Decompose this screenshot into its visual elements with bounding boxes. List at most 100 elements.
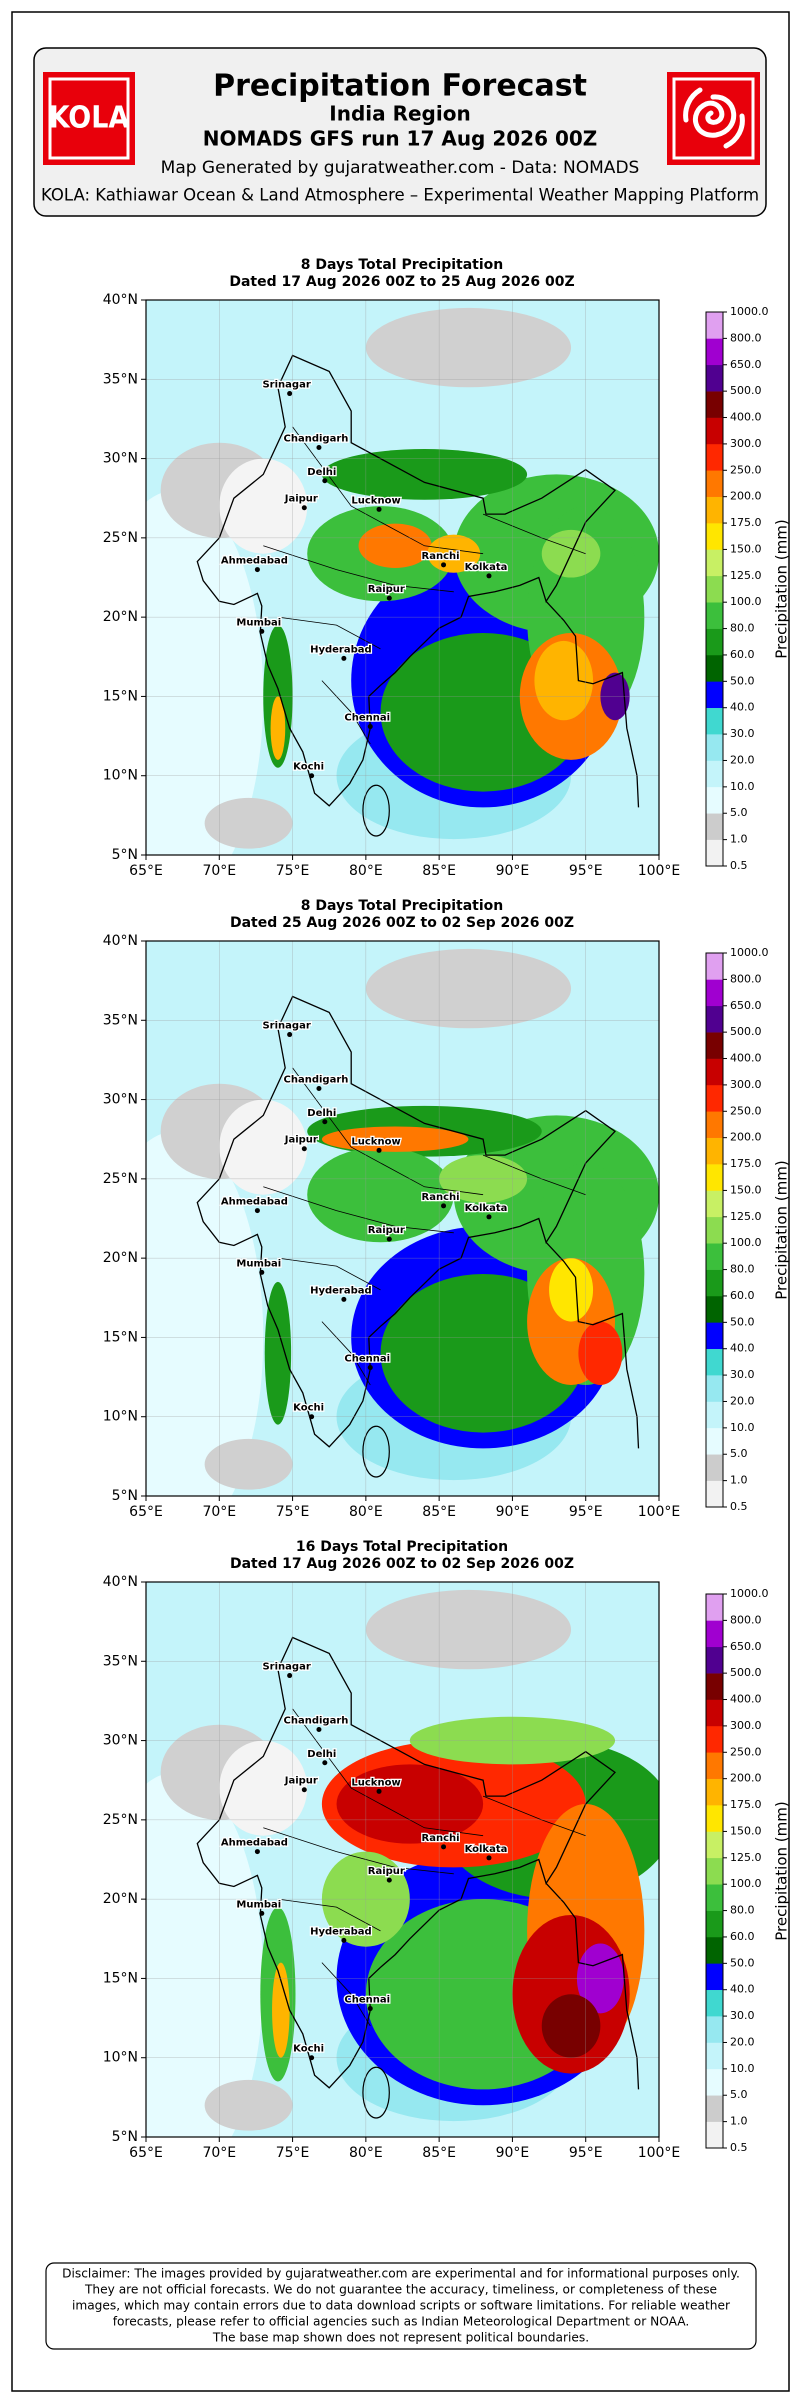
lon-tick-label: 65°E xyxy=(129,2145,163,2161)
precip-field xyxy=(321,1126,469,1152)
lon-tick-label: 85°E xyxy=(422,2145,456,2161)
colorbar-bin xyxy=(706,1375,723,1402)
colorbar-bin xyxy=(706,839,723,867)
city-label: Kochi xyxy=(293,2044,324,2055)
city-marker xyxy=(386,1877,392,1883)
map xyxy=(146,1582,659,2137)
city-label: Lucknow xyxy=(351,1777,400,1788)
city-marker xyxy=(322,1760,328,1766)
colorbar-label: 1.0 xyxy=(730,1474,748,1487)
lon-tick-label: 90°E xyxy=(496,2145,530,2161)
lat-tick-label: 35°N xyxy=(103,1653,138,1669)
city-label: Lucknow xyxy=(351,495,400,506)
state-border xyxy=(292,1708,484,1837)
colorbar-bin xyxy=(706,470,723,497)
city-marker xyxy=(322,478,328,484)
city-label: Srinagar xyxy=(262,380,310,391)
colorbar-label: 60.0 xyxy=(730,1289,755,1302)
colorbar-bin xyxy=(706,760,723,788)
city-label: Kolkata xyxy=(465,1203,508,1214)
city-marker xyxy=(287,1032,293,1038)
city-marker xyxy=(376,1147,382,1153)
city-marker xyxy=(316,1085,322,1091)
colorbar-label: 800.0 xyxy=(730,972,762,985)
map-frame xyxy=(145,1581,660,2138)
city-marker xyxy=(376,506,382,512)
city-marker xyxy=(341,655,347,661)
city-label: Chandigarh xyxy=(284,433,349,444)
colorbar-bin xyxy=(706,654,723,682)
precip-field xyxy=(541,1994,601,2058)
city-label: Ranchi xyxy=(422,551,460,562)
city-label: Jaipur xyxy=(284,1135,318,1146)
logo-right-frame xyxy=(672,77,755,160)
lon-tick-label: 80°E xyxy=(349,863,383,879)
colorbar-label: 800.0 xyxy=(730,1613,762,1626)
colorbar-label: 80.0 xyxy=(730,1904,755,1917)
disclaimer-box xyxy=(45,2262,757,2350)
city-label: Chandigarh xyxy=(284,1074,349,1085)
city-marker xyxy=(341,1296,347,1302)
lon-tick-label: 80°E xyxy=(349,2145,383,2161)
colorbar-label: 40.0 xyxy=(730,1983,755,1996)
state-border xyxy=(292,1067,484,1196)
lon-tick-label: 65°E xyxy=(129,863,163,879)
colorbar-label: 5.0 xyxy=(730,1447,748,1460)
colorbar-bin xyxy=(706,338,723,366)
colorbar-bin xyxy=(706,2121,723,2149)
colorbar-label: 200.0 xyxy=(730,1772,762,1785)
colorbar-bin xyxy=(706,1805,723,1832)
colorbar-bin xyxy=(706,734,723,761)
city-marker xyxy=(341,1937,347,1943)
colorbar-label: 60.0 xyxy=(730,1930,755,1943)
colorbar-bin xyxy=(706,1137,723,1165)
colorbar-bin xyxy=(706,786,723,814)
background-field xyxy=(365,948,572,1029)
lon-tick-label: 95°E xyxy=(569,863,603,879)
lat-tick-label: 30°N xyxy=(103,1733,138,1749)
city-label: Chennai xyxy=(344,1995,390,2006)
lat-tick-label: 25°N xyxy=(103,1812,138,1828)
colorbar-bin xyxy=(706,602,723,629)
precip-field xyxy=(307,1147,454,1243)
lon-tick-label: 75°E xyxy=(276,863,310,879)
city-label: Lucknow xyxy=(351,1136,400,1147)
colorbar-bin xyxy=(706,1936,723,1964)
colorbar-bin xyxy=(706,1401,723,1429)
city-marker xyxy=(287,391,293,397)
colorbar-label: 300.0 xyxy=(730,1078,762,1091)
state-border xyxy=(292,426,484,555)
city-label: Raipur xyxy=(368,584,405,595)
colorbar-bin xyxy=(706,2068,723,2096)
coastline xyxy=(545,1882,640,2090)
city-label: Ahmedabad xyxy=(221,1838,288,1849)
colorbar-label: 100.0 xyxy=(730,1236,762,1249)
city-label: Mumbai xyxy=(236,1899,281,1910)
lat-tick-label: 30°N xyxy=(103,451,138,467)
city-label: Srinagar xyxy=(262,1021,310,1032)
panel-dates: Dated 17 Aug 2026 00Z to 02 Sep 2026 00Z xyxy=(230,1556,574,1572)
colorbar-bin xyxy=(706,1778,723,1806)
colorbar-label: 125.0 xyxy=(730,1851,762,1864)
platform: KOLA: Kathiawar Ocean & Land Atmosphere … xyxy=(41,186,759,205)
city-marker xyxy=(486,1855,492,1861)
lon-tick-label: 70°E xyxy=(202,863,236,879)
city-marker xyxy=(301,1146,307,1152)
precip-field xyxy=(264,1281,292,1425)
colorbar-bin xyxy=(706,1190,723,1218)
city-marker xyxy=(441,1844,447,1850)
city-marker xyxy=(316,444,322,450)
city-marker xyxy=(309,773,315,779)
colorbar-label: 30.0 xyxy=(730,2009,755,2022)
colorbar-label: 30.0 xyxy=(730,727,755,740)
colorbar-label: 175.0 xyxy=(730,1798,762,1811)
city-marker xyxy=(322,1119,328,1125)
colorbar-label: 50.0 xyxy=(730,674,755,687)
colorbar-bin xyxy=(706,1032,723,1059)
colorbar-label: 80.0 xyxy=(730,622,755,635)
city-label: Kochi xyxy=(293,1403,324,1414)
city-label: Delhi xyxy=(307,467,336,478)
coastline xyxy=(196,1636,616,2089)
colorbar-label: 5.0 xyxy=(730,2088,748,2101)
lat-tick-label: 15°N xyxy=(103,688,138,704)
